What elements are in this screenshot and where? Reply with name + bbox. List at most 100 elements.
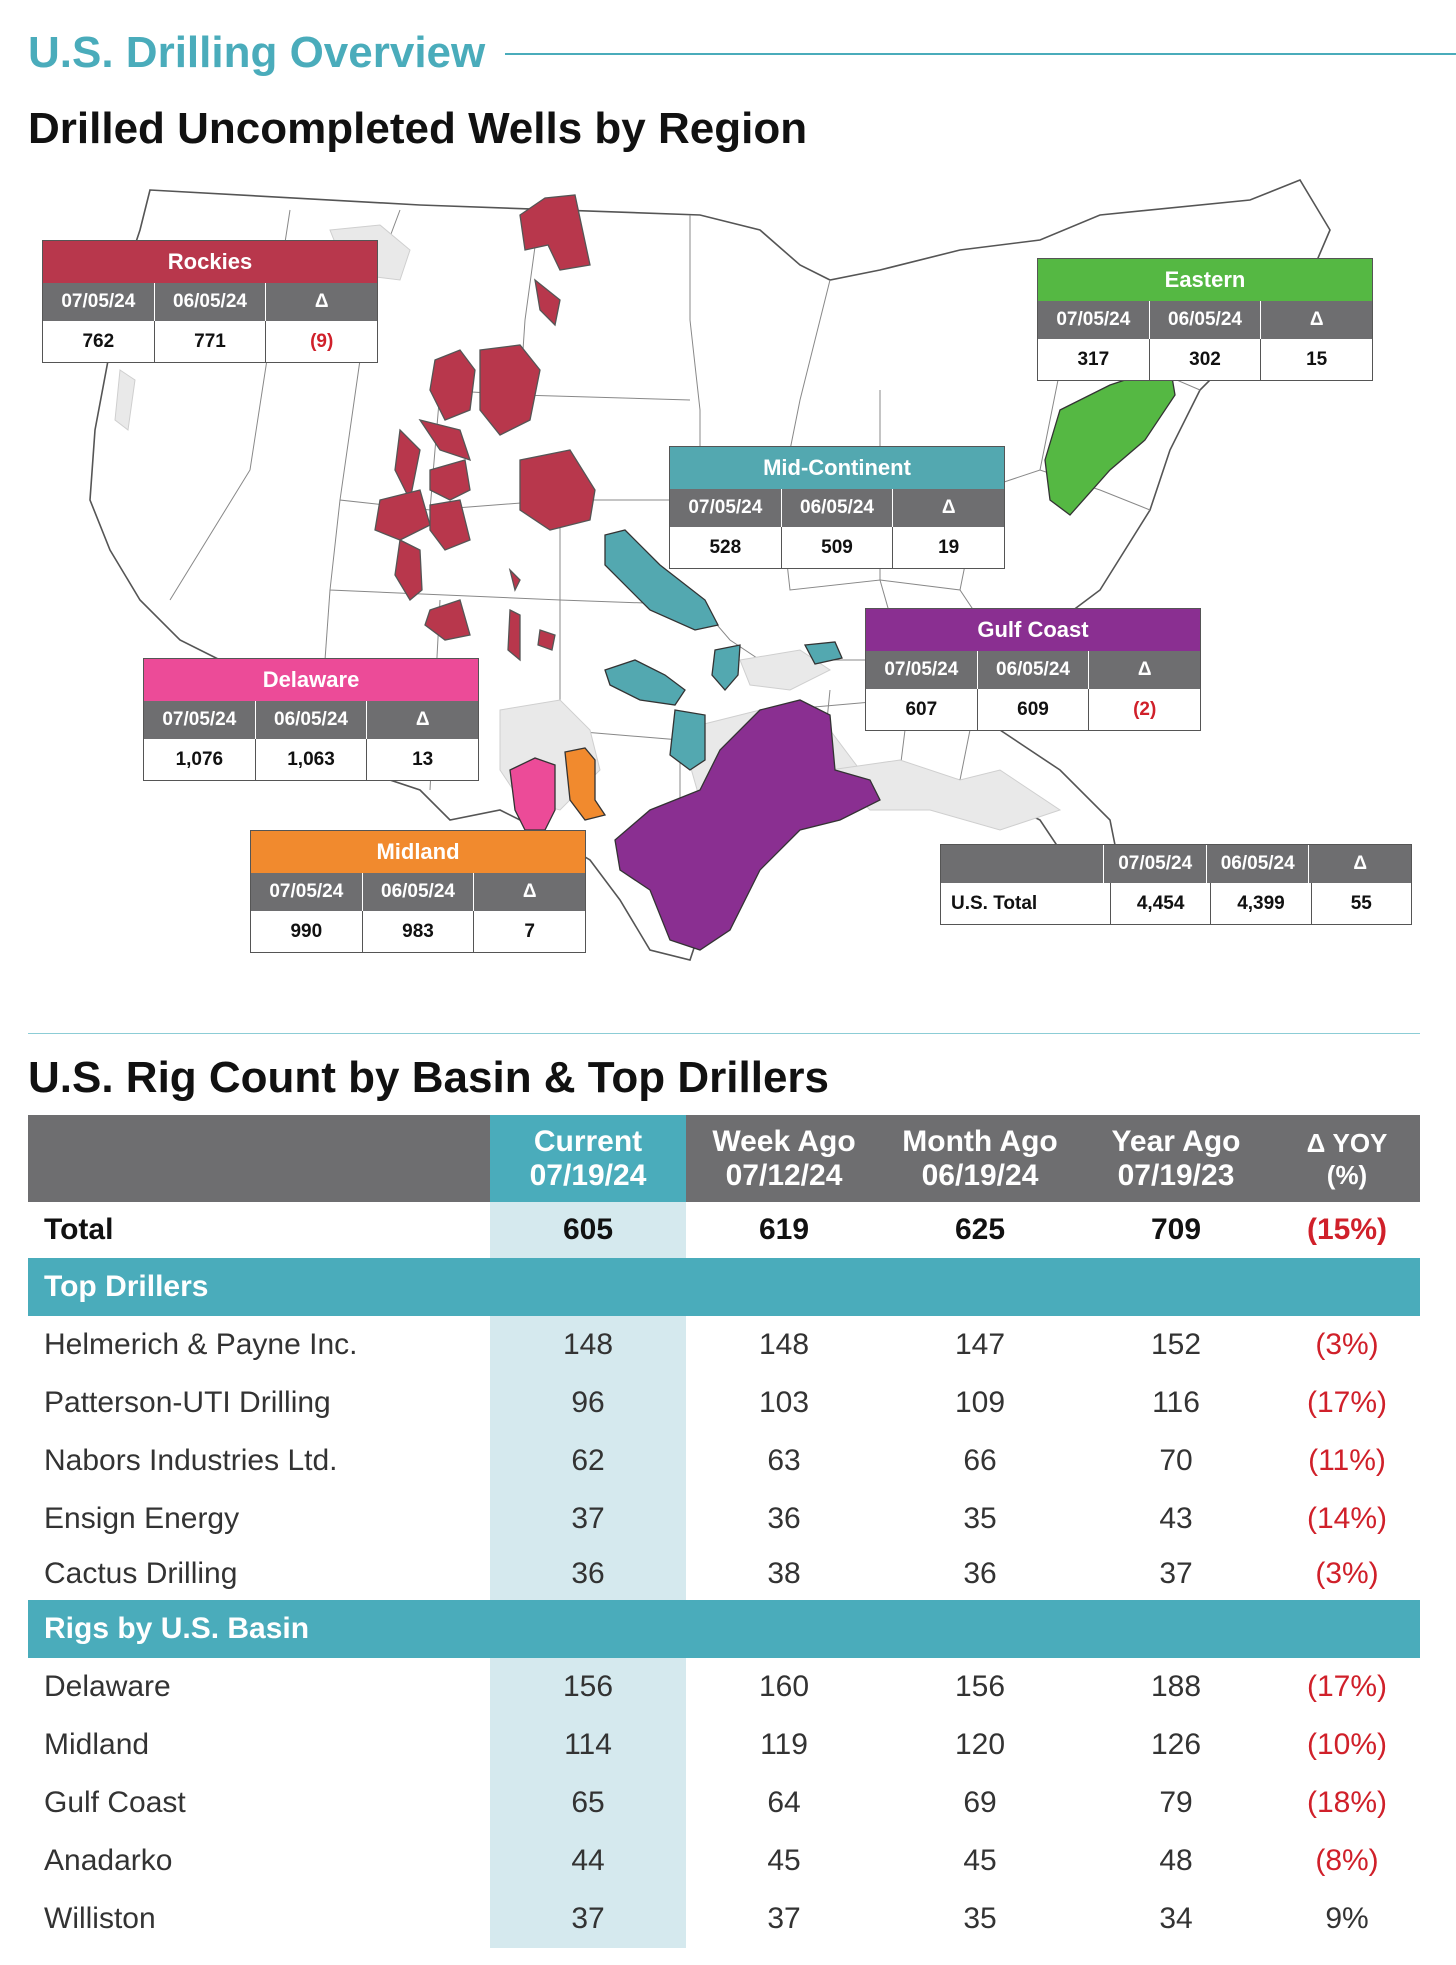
value-1: 607 <box>866 689 978 730</box>
table-row: Nabors Industries Ltd. 62 63 66 70 (11%) <box>28 1432 1420 1490</box>
mid-continent-basins <box>604 529 843 771</box>
region-name: Delaware <box>144 659 478 701</box>
date-1: 07/05/24 <box>1038 301 1150 339</box>
cell-week: 160 <box>758 1670 810 1703</box>
value-2: 1,063 <box>256 739 368 780</box>
cell-yoy: (17%) <box>1306 1670 1388 1703</box>
table-row: Gulf Coast 65 64 69 79 (18%) <box>28 1774 1420 1832</box>
delta-value: 13 <box>412 749 434 770</box>
cell-month: 35 <box>963 1502 997 1535</box>
midland-box: Midland 07/05/24 06/05/24 Δ 990 983 7 <box>250 830 586 953</box>
cell-year: 152 <box>1150 1328 1202 1361</box>
table-row: Patterson-UTI Drilling 96 103 109 116 (17%) <box>28 1374 1420 1432</box>
region-name: Gulf Coast <box>866 609 1200 651</box>
header-week-ago: Week Ago 07/12/24 <box>712 1124 856 1192</box>
delta-label: Δ <box>1261 301 1373 339</box>
drilling-map: Rockies 07/05/24 06/05/24 Δ 762 771 (9) East… <box>0 170 1456 970</box>
table-row: Anadarko 44 45 45 48 (8%) <box>28 1832 1420 1890</box>
cell-month: 35 <box>963 1902 997 1935</box>
cell-month: 120 <box>954 1728 1006 1761</box>
date-1: 07/05/24 <box>144 701 256 739</box>
table-row: Williston 37 37 35 34 9% <box>28 1890 1420 1948</box>
mid-continent-box: Mid-Continent 07/05/24 06/05/24 Δ 528 509 19 <box>669 446 1005 569</box>
cell-week: 619 <box>758 1213 810 1246</box>
cell-year: 37 <box>1159 1557 1193 1590</box>
cell-month: 36 <box>963 1557 997 1590</box>
header-month-ago: Month Ago 06/19/24 <box>902 1124 1058 1192</box>
midland-basin <box>564 747 607 821</box>
date-1: 07/05/24 <box>251 873 363 911</box>
cell-current: 114 <box>490 1716 686 1774</box>
cell-current: 148 <box>490 1316 686 1374</box>
cell-year: 43 <box>1159 1502 1193 1535</box>
cell-week: 36 <box>767 1502 801 1535</box>
cell-yoy: (17%) <box>1306 1386 1388 1419</box>
cell-yoy: (18%) <box>1306 1786 1388 1819</box>
cell-yoy: (14%) <box>1306 1502 1388 1535</box>
value-1: 1,076 <box>144 739 256 780</box>
date-2: 06/05/24 <box>255 701 368 739</box>
cell-yoy: (3%) <box>1315 1328 1379 1361</box>
header-year-ago: Year Ago 07/19/23 <box>1111 1124 1241 1192</box>
cell-year: 709 <box>1150 1213 1202 1246</box>
cell-yoy: 9% <box>1325 1902 1369 1935</box>
section-header-basins: Rigs by U.S. Basin <box>28 1600 1420 1658</box>
row-label: Total <box>44 1213 114 1246</box>
table-row: Delaware 156 160 156 188 (17%) <box>28 1658 1420 1716</box>
title-rule <box>505 53 1456 55</box>
table-row: Ensign Energy 37 36 35 43 (14%) <box>28 1490 1420 1548</box>
value-1: 4,454 <box>1111 883 1212 924</box>
row-label: Patterson-UTI Drilling <box>44 1386 331 1419</box>
cell-current: 36 <box>490 1548 686 1600</box>
delta-label: Δ <box>1309 845 1411 883</box>
cell-week: 63 <box>767 1444 801 1477</box>
row-label: Midland <box>44 1728 150 1761</box>
basin-rows: Delaware 156 160 156 188 (17%) Midland 114 119 12… <box>28 1658 1420 1948</box>
date-2: 06/05/24 <box>781 489 894 527</box>
date-2: 06/05/24 <box>154 283 267 321</box>
cell-week: 103 <box>758 1386 810 1419</box>
delaware-box: Delaware 07/05/24 06/05/24 Δ 1,076 1,063 13 <box>143 658 479 781</box>
header-current: Current 07/19/24 <box>490 1115 686 1202</box>
rig-title: U.S. Rig Count by Basin & Top Drillers <box>28 1053 830 1102</box>
cell-week: 119 <box>760 1728 808 1761</box>
value-2: 4,399 <box>1211 883 1312 924</box>
cell-month: 66 <box>963 1444 997 1477</box>
rockies-basins <box>374 194 596 662</box>
cell-yoy: (11%) <box>1308 1444 1386 1477</box>
cell-year: 188 <box>1150 1670 1202 1703</box>
cell-yoy: (10%) <box>1306 1728 1388 1761</box>
table-row: Cactus Drilling 36 38 36 37 (3%) <box>28 1548 1420 1600</box>
date-2: 06/05/24 <box>977 651 1090 689</box>
delta-value: (2) <box>1133 699 1157 720</box>
delta-value: (9) <box>310 331 334 352</box>
rig-count-table: Current 07/19/24 Week Ago 07/12/24 Month A… <box>28 1115 1420 1948</box>
eastern-box: Eastern 07/05/24 06/05/24 Δ 317 302 15 <box>1037 258 1373 381</box>
cell-current: 37 <box>490 1490 686 1548</box>
row-label: Nabors Industries Ltd. <box>44 1444 338 1477</box>
total-row: Total 605 619 625 709 (15%) <box>28 1202 1420 1258</box>
value-2: 609 <box>978 689 1090 730</box>
date-2: 06/05/24 <box>362 873 475 911</box>
cell-current: 96 <box>490 1374 686 1432</box>
section-title: U.S. Drilling Overview <box>28 28 486 77</box>
row-label: Delaware <box>44 1670 171 1703</box>
region-name: Rockies <box>43 241 377 283</box>
cell-current: 65 <box>490 1774 686 1832</box>
delta-value: 15 <box>1306 349 1328 370</box>
header-yoy: Δ YOY (%) <box>1306 1127 1388 1190</box>
delta-label: Δ <box>367 701 479 739</box>
value-1: 317 <box>1038 339 1150 380</box>
cell-year: 48 <box>1159 1844 1193 1877</box>
date-2: 06/05/24 <box>1206 845 1310 883</box>
cell-month: 109 <box>954 1386 1006 1419</box>
region-name: Eastern <box>1038 259 1372 301</box>
region-name: Mid-Continent <box>670 447 1004 489</box>
cell-month: 625 <box>954 1213 1006 1246</box>
cell-week: 148 <box>758 1328 810 1361</box>
section-divider <box>28 1033 1420 1034</box>
date-2: 06/05/24 <box>1149 301 1262 339</box>
cell-month: 69 <box>963 1786 997 1819</box>
cell-current: 605 <box>490 1202 686 1258</box>
value-2: 509 <box>782 527 894 568</box>
